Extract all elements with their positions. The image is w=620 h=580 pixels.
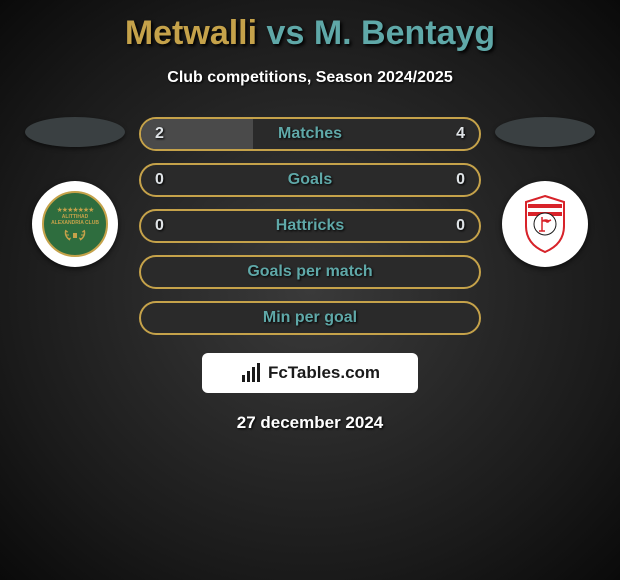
stat-bar: 0 Goals 0: [139, 163, 481, 197]
brand-badge[interactable]: FcTables.com: [202, 353, 418, 393]
subtitle: Club competitions, Season 2024/2025: [167, 69, 452, 87]
brand-text: FcTables.com: [268, 363, 380, 383]
shield-icon: [522, 194, 568, 254]
stat-right-value: 0: [456, 171, 465, 189]
player1-club-badge: ★★★★★★★ ALITTIHAD ALEXANDRIA CLUB: [32, 181, 118, 267]
stat-left-value: 0: [155, 171, 164, 189]
stats-column: 2 Matches 4 0 Goals 0 0 Hattricks 0 Goals per mat…: [139, 117, 481, 335]
stat-bar: Goals per match: [139, 255, 481, 289]
player1-photo-placeholder: [25, 117, 125, 147]
stat-left-value: 2: [155, 125, 164, 143]
player2-photo-placeholder: [495, 117, 595, 147]
stat-label: Goals: [288, 171, 332, 189]
right-player-column: [493, 117, 597, 267]
vs-text: vs: [267, 14, 305, 52]
player1-name: Metwalli: [125, 14, 257, 52]
stat-label: Hattricks: [276, 217, 344, 235]
stat-label: Matches: [278, 125, 342, 143]
left-player-column: ★★★★★★★ ALITTIHAD ALEXANDRIA CLUB: [23, 117, 127, 267]
player2-name: M. Bentayg: [314, 14, 495, 52]
stat-right-value: 0: [456, 217, 465, 235]
page-title: Metwalli vs M. Bentayg: [125, 14, 495, 53]
badge-stars-icon: ★★★★★★★: [57, 206, 94, 214]
stat-right-value: 4: [456, 125, 465, 143]
stat-label: Min per goal: [263, 309, 357, 327]
badge-club-name-2: ALEXANDRIA CLUB: [51, 221, 99, 226]
laurel-icon: [62, 228, 88, 242]
stat-left-value: 0: [155, 217, 164, 235]
chart-icon: [240, 362, 262, 384]
stat-bar: Min per goal: [139, 301, 481, 335]
player2-club-badge: [502, 181, 588, 267]
stat-bar: 2 Matches 4: [139, 117, 481, 151]
stat-label: Goals per match: [247, 263, 372, 281]
date-text: 27 december 2024: [237, 413, 384, 433]
stat-bar: 0 Hattricks 0: [139, 209, 481, 243]
